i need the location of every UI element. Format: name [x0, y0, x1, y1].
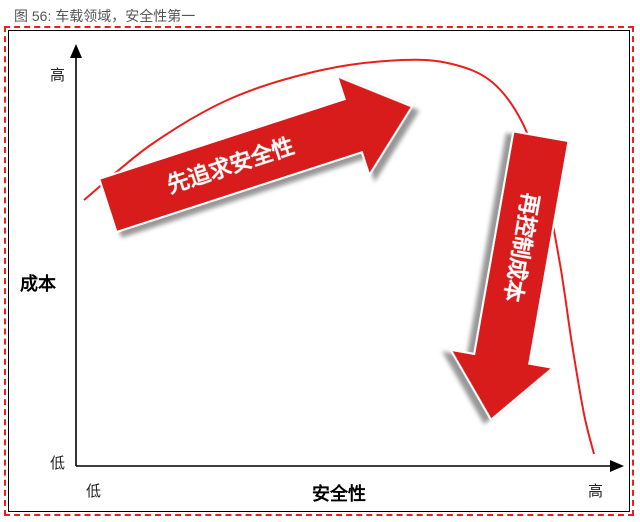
- chart-svg: 先追求安全性再控制成本: [12, 34, 626, 508]
- x-tick-high: 高: [588, 480, 603, 501]
- y-tick-high: 高: [50, 64, 65, 85]
- then-control-cost-arrow: 再控制成本: [440, 127, 592, 429]
- x-tick-low: 低: [86, 480, 101, 501]
- y-tick-low: 低: [50, 452, 65, 473]
- x-axis-label: 安全性: [312, 480, 366, 506]
- chart-plot: 先追求安全性再控制成本 成本 安全性 高 低 低 高: [12, 34, 626, 508]
- figure-caption: 图 56: 车载领域，安全性第一: [14, 6, 195, 26]
- y-axis-label: 成本: [20, 270, 56, 296]
- figure-container: 图 56: 车载领域，安全性第一 先追求安全性再控制成本 成本 安全性 高 低 …: [0, 0, 640, 522]
